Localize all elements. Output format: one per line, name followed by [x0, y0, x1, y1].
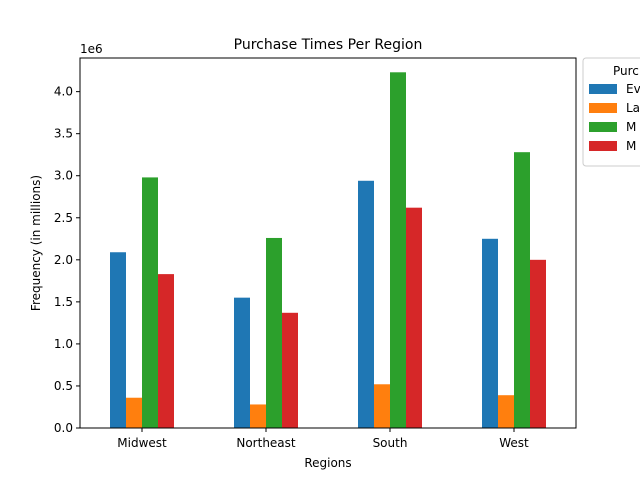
- bar-northeast-series-3: [266, 237, 282, 428]
- bar-northeast-series-2: [250, 404, 266, 428]
- bar-west-series-1: [482, 238, 498, 428]
- bar-west-series-4: [530, 259, 546, 428]
- bar-south-series-4: [406, 207, 422, 428]
- bar-northeast-series-4: [282, 312, 298, 428]
- chart-title: Purchase Times Per Region: [234, 37, 423, 53]
- bar-midwest-series-1: [110, 252, 126, 428]
- x-axis-label: Regions: [304, 456, 351, 470]
- bar-south-series-2: [374, 384, 390, 428]
- y-axis: 0.0 0.5 1.0 1.5 2.0 2.5 3.0 3.5 4.0: [54, 85, 80, 435]
- y-tick-label: 2.0: [54, 253, 73, 267]
- legend-label: M: [626, 139, 636, 153]
- legend-swatch: [589, 122, 617, 132]
- y-tick-label: 0.0: [54, 421, 73, 435]
- bar-midwest-series-3: [142, 177, 158, 428]
- y-tick-label: 2.5: [54, 211, 73, 225]
- legend-swatch: [589, 103, 617, 113]
- bar-west-series-2: [498, 395, 514, 428]
- x-tick-label: South: [373, 436, 408, 450]
- y-tick-label: 3.5: [54, 127, 73, 141]
- x-tick-label: Midwest: [117, 436, 167, 450]
- x-tick-label: West: [499, 436, 529, 450]
- bar-south-series-3: [390, 72, 406, 428]
- x-axis: Midwest Northeast South West: [117, 428, 529, 450]
- bars-group: [110, 72, 546, 428]
- legend-swatch: [589, 84, 617, 94]
- x-tick-label: Northeast: [236, 436, 296, 450]
- legend-items: Ev La MM: [589, 82, 640, 153]
- bar-northeast-series-1: [234, 297, 250, 428]
- y-axis-offset-label: 1e6: [80, 42, 103, 56]
- y-tick-label: 0.5: [54, 379, 73, 393]
- legend-label: La: [626, 101, 640, 115]
- y-tick-label: 1.0: [54, 337, 73, 351]
- bar-south-series-1: [358, 180, 374, 428]
- bar-west-series-3: [514, 152, 530, 428]
- y-tick-label: 1.5: [54, 295, 73, 309]
- bar-midwest-series-2: [126, 397, 142, 428]
- legend-label: Ev: [626, 82, 640, 96]
- legend-label: M: [626, 120, 636, 134]
- legend-title: Purc: [613, 64, 639, 78]
- plot-frame: [79, 57, 577, 429]
- y-axis-label: Frequency (in millions): [29, 175, 43, 311]
- y-tick-label: 3.0: [54, 169, 73, 183]
- legend-swatch: [589, 141, 617, 151]
- bar-midwest-series-4: [158, 274, 174, 428]
- y-tick-label: 4.0: [54, 85, 73, 99]
- legend: Purc Ev La MM: [582, 57, 640, 167]
